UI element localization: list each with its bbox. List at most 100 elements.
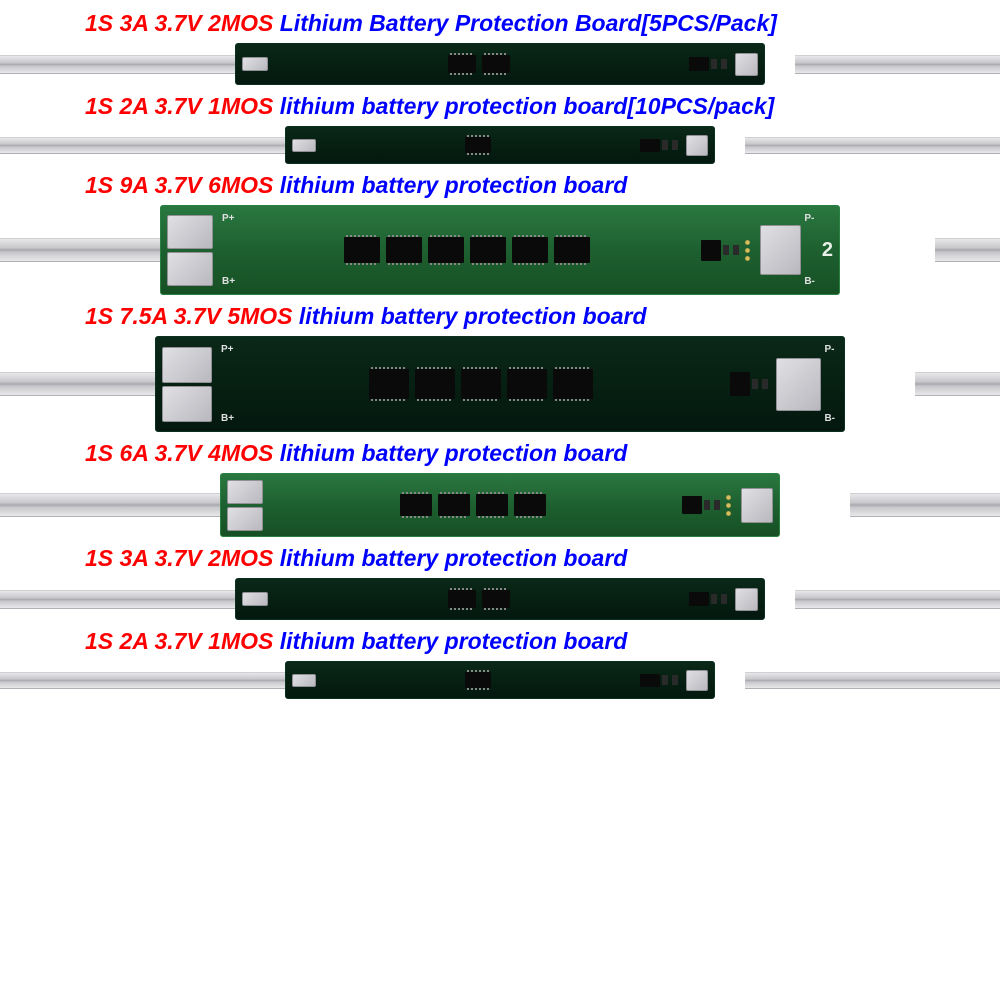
board-assembly bbox=[0, 661, 1000, 699]
solder-pads-left bbox=[227, 480, 263, 531]
mosfet-chip bbox=[400, 494, 432, 516]
solder-pads-right bbox=[760, 225, 801, 275]
nickel-strip-right bbox=[795, 55, 1000, 74]
solder-pads-left bbox=[162, 347, 212, 422]
control-ic bbox=[689, 592, 709, 606]
mosfet-group bbox=[274, 55, 683, 73]
product-description: lithium battery protection board bbox=[293, 303, 647, 329]
solder-pads-left bbox=[242, 57, 268, 71]
solder-pads-left bbox=[167, 215, 213, 286]
control-ic bbox=[689, 57, 709, 71]
product-spec: 1S 2A 3.7V 1MOS bbox=[85, 93, 273, 119]
control-ic bbox=[640, 139, 660, 152]
product-spec: 1S 6A 3.7V 4MOS bbox=[85, 440, 273, 466]
product-row: 1S 6A 3.7V 4MOS lithium battery protecti… bbox=[0, 440, 1000, 537]
solder-pad bbox=[227, 507, 263, 531]
terminal-b-minus: B- bbox=[804, 276, 815, 287]
product-row: 1S 3A 3.7V 2MOS Lithium Battery Protecti… bbox=[0, 10, 1000, 85]
nickel-strip-right bbox=[745, 672, 1000, 689]
terminal-labels-left: P+B+ bbox=[219, 213, 238, 287]
nickel-strip-right bbox=[915, 372, 1000, 396]
nickel-strip-right bbox=[745, 137, 1000, 154]
product-label: 1S 3A 3.7V 2MOS lithium battery protecti… bbox=[0, 545, 1000, 572]
pcb-board bbox=[220, 473, 780, 537]
solder-pad bbox=[242, 57, 268, 71]
mosfet-group bbox=[237, 369, 724, 399]
product-label: 1S 3A 3.7V 2MOS Lithium Battery Protecti… bbox=[0, 10, 1000, 37]
solder-pads-right bbox=[741, 488, 773, 523]
mosfet-chip bbox=[428, 237, 464, 263]
smd-component bbox=[752, 379, 758, 389]
pcb-board bbox=[285, 126, 715, 164]
smd-component bbox=[662, 675, 668, 685]
mosfet-group bbox=[274, 590, 683, 608]
solder-pads-right bbox=[686, 135, 708, 156]
terminal-b-plus: B+ bbox=[222, 276, 235, 287]
product-label: 1S 7.5A 3.7V 5MOS lithium battery protec… bbox=[0, 303, 1000, 330]
mosfet-chip bbox=[482, 55, 510, 73]
product-spec: 1S 2A 3.7V 1MOS bbox=[85, 628, 273, 654]
solder-pads-left bbox=[292, 139, 316, 152]
mosfet-chip bbox=[554, 237, 590, 263]
product-listing: 1S 3A 3.7V 2MOS Lithium Battery Protecti… bbox=[0, 0, 1000, 1000]
terminal-labels-right: P-B- bbox=[801, 213, 818, 287]
solder-pads-left bbox=[242, 592, 268, 606]
product-description: lithium battery protection board bbox=[273, 628, 627, 654]
control-circuit bbox=[676, 496, 722, 514]
solder-pads-right bbox=[776, 358, 821, 411]
board-edge-marking: 2 bbox=[822, 239, 833, 262]
mosfet-chip bbox=[470, 237, 506, 263]
mosfet-chip bbox=[415, 369, 455, 399]
pcb-board bbox=[235, 43, 765, 85]
mosfet-chip bbox=[369, 369, 409, 399]
nickel-strip-right bbox=[850, 493, 1000, 517]
solder-pad bbox=[776, 358, 821, 411]
solder-pad bbox=[760, 225, 801, 275]
solder-pad bbox=[242, 592, 268, 606]
mosfet-chip bbox=[386, 237, 422, 263]
solder-pad bbox=[292, 139, 316, 152]
product-description: lithium battery protection board bbox=[273, 440, 627, 466]
mosfet-group bbox=[238, 237, 695, 263]
control-ic bbox=[701, 240, 721, 261]
smd-component bbox=[672, 675, 678, 685]
smd-component bbox=[762, 379, 768, 389]
terminal-p-minus: P- bbox=[824, 344, 835, 355]
smd-component bbox=[733, 245, 739, 255]
pcb-board: P+B+ P-B-2 bbox=[160, 205, 840, 295]
board-assembly: P+B+ P-B-2 bbox=[0, 205, 1000, 295]
mosfet-chip bbox=[514, 494, 546, 516]
mosfet-chip bbox=[438, 494, 470, 516]
product-row: 1S 2A 3.7V 1MOS lithium battery protecti… bbox=[0, 628, 1000, 699]
product-description: lithium battery protection board bbox=[273, 545, 627, 571]
product-label: 1S 9A 3.7V 6MOS lithium battery protecti… bbox=[0, 172, 1000, 199]
nickel-strip-right bbox=[935, 238, 1000, 262]
smd-component bbox=[723, 245, 729, 255]
solder-pad bbox=[741, 488, 773, 523]
smd-component bbox=[714, 500, 720, 510]
solder-pad bbox=[686, 135, 708, 156]
solder-pad bbox=[162, 386, 212, 422]
control-circuit bbox=[695, 240, 741, 261]
board-assembly bbox=[0, 578, 1000, 620]
solder-pad bbox=[735, 588, 758, 611]
solder-pad bbox=[735, 53, 758, 76]
mosfet-chip bbox=[461, 369, 501, 399]
product-label: 1S 6A 3.7V 4MOS lithium battery protecti… bbox=[0, 440, 1000, 467]
product-row: 1S 7.5A 3.7V 5MOS lithium battery protec… bbox=[0, 303, 1000, 432]
smd-component bbox=[704, 500, 710, 510]
board-assembly: P+B+P-B- bbox=[0, 336, 1000, 432]
mosfet-chip bbox=[553, 369, 593, 399]
nickel-strip-left bbox=[0, 672, 315, 689]
control-circuit bbox=[683, 57, 729, 71]
mosfet-chip bbox=[465, 137, 491, 153]
control-circuit bbox=[724, 372, 770, 396]
pcb-board bbox=[285, 661, 715, 699]
solder-pad bbox=[292, 674, 316, 687]
via-hole bbox=[745, 240, 750, 245]
pcb-board: P+B+P-B- bbox=[155, 336, 845, 432]
solder-pads-left bbox=[292, 674, 316, 687]
mosfet-chip bbox=[344, 237, 380, 263]
smd-component bbox=[672, 140, 678, 150]
mosfet-group bbox=[322, 137, 634, 153]
